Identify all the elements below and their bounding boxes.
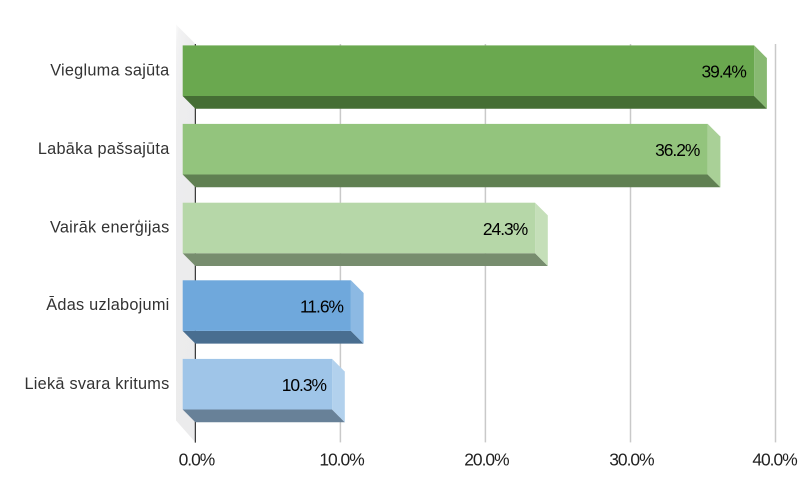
- svg-text:40.0%: 40.0%: [752, 450, 797, 470]
- svg-text:20.0%: 20.0%: [464, 450, 509, 470]
- svg-text:Viegluma sajūta: Viegluma sajūta: [50, 61, 170, 79]
- svg-text:36.2%: 36.2%: [655, 140, 700, 160]
- svg-text:10.3%: 10.3%: [282, 375, 327, 395]
- svg-text:Vairāk enerģijas: Vairāk enerģijas: [50, 219, 170, 237]
- svg-text:39.4%: 39.4%: [701, 62, 746, 82]
- svg-text:0.0%: 0.0%: [179, 450, 215, 470]
- svg-text:Labāka pašsajūta: Labāka pašsajūta: [38, 140, 170, 158]
- svg-text:Ādas uzlabojumi: Ādas uzlabojumi: [46, 296, 169, 314]
- svg-text:10.0%: 10.0%: [319, 450, 364, 470]
- svg-text:24.3%: 24.3%: [483, 219, 528, 239]
- svg-text:Liekā svara kritums: Liekā svara kritums: [25, 375, 170, 393]
- svg-text:11.6%: 11.6%: [300, 297, 344, 317]
- svg-text:30.0%: 30.0%: [609, 450, 654, 470]
